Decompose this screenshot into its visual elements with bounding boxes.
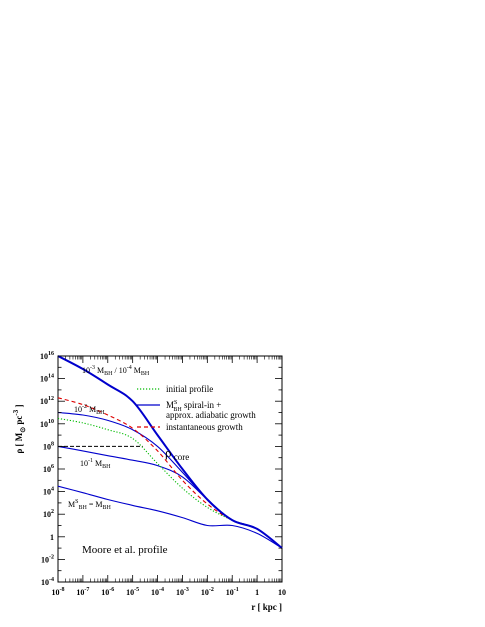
y-tick-label: 104 (43, 487, 54, 497)
label-curve-1e-1: 10-1 MBH (80, 458, 111, 470)
ticks (57, 355, 283, 583)
y-tick-label: 102 (43, 509, 54, 519)
y-axis-label: ρ [ M⊙ pc-3 ] (12, 404, 27, 453)
y-tick-label: 108 (43, 441, 54, 451)
legend-label: MS BH spiral-in + (166, 400, 221, 413)
x-tick-label: 10-7 (76, 587, 89, 597)
y-tick-label: 1 (50, 533, 54, 542)
y-tick-label: 1010 (40, 419, 54, 429)
rho-core-label: ρ core (165, 445, 189, 462)
series-initial (57, 417, 283, 549)
y-tick-label: 1016 (40, 351, 54, 361)
y-tick-label: 10-2 (41, 554, 54, 564)
label-curve-1e-3: 10-3 MBH / 10-4 MBH (82, 365, 150, 377)
x-tick-label: 1 (255, 588, 259, 597)
x-tick-label: 10-5 (126, 587, 139, 597)
y-tick-label: 1012 (40, 396, 54, 406)
y-tick-label: 106 (43, 464, 54, 474)
tick-labels: 10-8 10-7 10-6 10-5 10-4 10-3 10-2 10-1 1 10 1016 1… (12, 351, 286, 612)
series-instantaneous (57, 397, 283, 549)
annotations: 10-3 MBH / 10-4 MBH 10-2 MBH 10-1 MBH MSBH … (68, 365, 189, 556)
x-tick-label: 10-8 (52, 587, 65, 597)
legend-label-line2: approx. adiabatic growth (166, 410, 256, 420)
legend: initial profile MS BH spiral-in +approx. a… (137, 384, 256, 432)
x-axis-label: r [ kpc ] (251, 602, 282, 612)
legend-label: instantaneous growth (166, 422, 243, 432)
y-tick-label: 1014 (40, 374, 54, 384)
series-adiabatic-1e-2 (57, 411, 283, 549)
label-curve-1: MSBH = MBH (68, 499, 111, 511)
x-tick-label: 10-4 (151, 587, 164, 597)
legend-label: initial profile (166, 384, 213, 394)
x-tick-label: 10-6 (101, 587, 114, 597)
series-adiabatic-1 (57, 485, 283, 549)
x-tick-label: 10-2 (201, 587, 214, 597)
curves (57, 355, 283, 549)
y-tick-label: 10-4 (41, 577, 54, 587)
x-tick-label: 10 (278, 588, 286, 597)
profile-note: Moore et al. profile (82, 544, 168, 556)
x-tick-label: 10-3 (176, 587, 189, 597)
x-tick-label: 10-1 (226, 587, 239, 597)
label-curve-1e-2: 10-2 MBH (74, 404, 105, 416)
series-adiabatic-1e-3 (57, 355, 283, 549)
